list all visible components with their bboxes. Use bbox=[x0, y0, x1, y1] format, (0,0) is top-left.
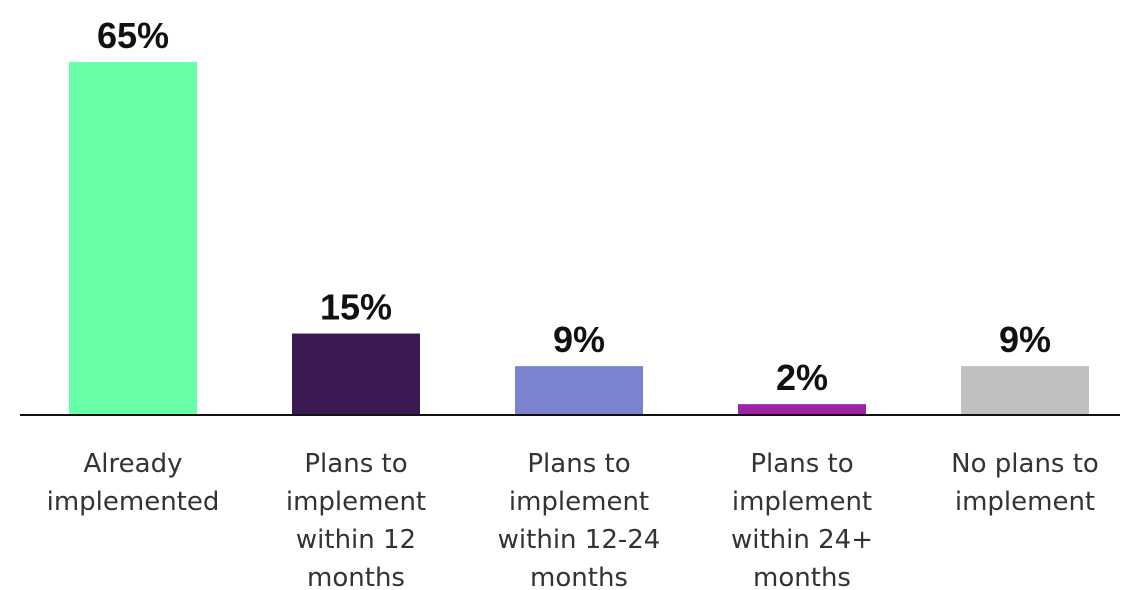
value-labels-group: 65% 15% 9% 2% 9% bbox=[97, 15, 1051, 398]
category-label-2-line-2: within 12-24 bbox=[498, 525, 661, 555]
category-label-1-line-3: months bbox=[307, 563, 405, 590]
category-label-3: Plans to implement within 24+ months bbox=[731, 449, 873, 590]
bar-4 bbox=[961, 366, 1089, 415]
category-labels-group: Already implemented Plans to implement withi… bbox=[47, 449, 1099, 590]
category-label-4: No plans to implement bbox=[951, 449, 1099, 517]
category-label-0-line-0: Already bbox=[84, 449, 183, 479]
category-label-2-line-3: months bbox=[530, 563, 628, 590]
category-label-4-line-0: No plans to bbox=[951, 449, 1099, 479]
category-label-1-line-0: Plans to bbox=[304, 449, 407, 479]
category-label-1: Plans to implement within 12 months bbox=[286, 449, 426, 590]
value-label-3: 2% bbox=[776, 357, 828, 398]
category-label-3-line-3: months bbox=[753, 563, 851, 590]
value-label-4: 9% bbox=[999, 319, 1051, 360]
value-label-0: 65% bbox=[97, 15, 169, 56]
category-label-0-line-1: implemented bbox=[47, 487, 220, 517]
bar-0 bbox=[69, 62, 197, 415]
category-label-2: Plans to implement within 12-24 months bbox=[498, 449, 661, 590]
category-label-1-line-1: implement bbox=[286, 487, 426, 517]
category-label-0: Already implemented bbox=[47, 449, 220, 517]
category-label-3-line-1: implement bbox=[732, 487, 872, 517]
bar-1 bbox=[292, 333, 420, 415]
category-label-2-line-0: Plans to bbox=[527, 449, 630, 479]
bar-3 bbox=[738, 404, 866, 415]
category-label-1-line-2: within 12 bbox=[296, 525, 416, 555]
bar-2 bbox=[515, 366, 643, 415]
category-label-3-line-2: within 24+ bbox=[731, 525, 873, 555]
category-label-2-line-1: implement bbox=[509, 487, 649, 517]
value-label-2: 9% bbox=[553, 319, 605, 360]
value-label-1: 15% bbox=[320, 287, 392, 328]
category-label-3-line-0: Plans to bbox=[750, 449, 853, 479]
category-label-4-line-1: implement bbox=[955, 487, 1095, 517]
bars-group bbox=[69, 62, 1089, 415]
